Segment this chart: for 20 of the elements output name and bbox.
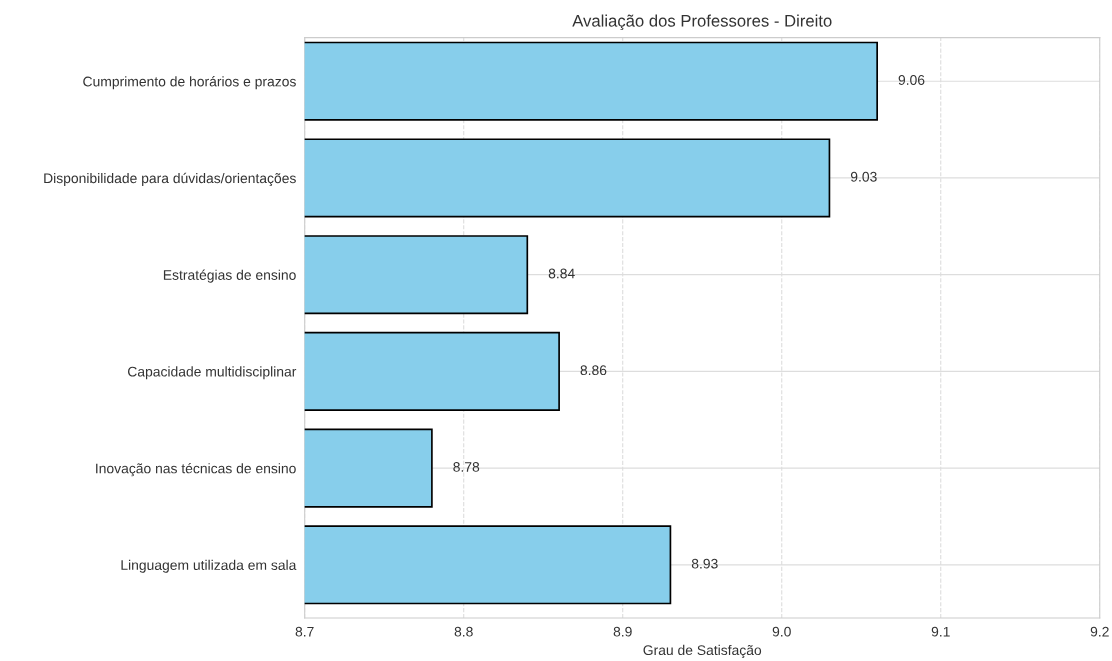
- x-tick-label: 9.1: [931, 626, 950, 637]
- y-tick-label: Estratégias de ensino: [163, 269, 296, 283]
- y-tick-label: Disponibilidade para dúvidas/orientações: [44, 172, 296, 186]
- data-label: 8.93: [691, 558, 718, 569]
- data-label: 8.84: [548, 268, 575, 279]
- x-tick-label: 8.7: [295, 626, 314, 637]
- x-tick-label: 9.0: [772, 626, 791, 637]
- data-label: 8.86: [580, 365, 607, 376]
- data-label: 9.03: [850, 171, 877, 182]
- chart-title: Avaliação dos Professores - Direito: [572, 14, 832, 31]
- x-tick-label: 8.8: [454, 626, 473, 637]
- data-label: 8.78: [453, 462, 480, 472]
- y-tick-label: Linguagem utilizada em sala: [121, 559, 297, 573]
- data-label: 9.06: [898, 75, 925, 85]
- y-tick-label: Inovação nas técnicas de ensino: [96, 463, 296, 477]
- x-tick-label: 9.2: [1090, 626, 1109, 637]
- x-tick-label: 8.9: [613, 626, 632, 637]
- x-axis-title: Grau de Satisfação: [643, 644, 762, 658]
- y-tick-label: Cumprimento de horários e prazos: [83, 76, 296, 90]
- y-tick-label: Capacidade multidisciplinar: [128, 366, 297, 380]
